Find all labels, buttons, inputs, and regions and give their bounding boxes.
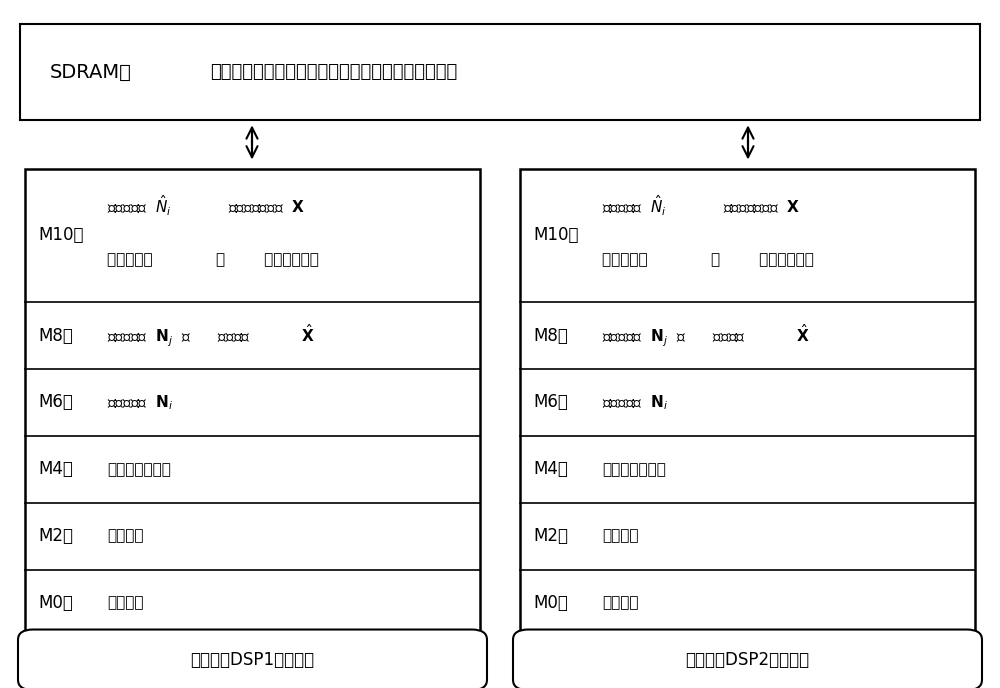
Text: M4：: M4： (38, 460, 73, 478)
Text: M10：: M10： (533, 226, 578, 244)
Text: 中心图像块  $\hat{N}_i$            边缘扩展后浮点  $\mathbf{X}$: 中心图像块 $\hat{N}_i$ 边缘扩展后浮点 $\mathbf{X}$ (602, 194, 800, 218)
Text: 全局变量: 全局变量 (602, 528, 639, 544)
Text: 的估计结果             ，        型子图像数据: 的估计结果 ， 型子图像数据 (602, 252, 814, 267)
Text: 邻域图像块  $\mathbf{N}_j$  ，      聚合结果           $\hat{\mathbf{X}}$: 邻域图像块 $\mathbf{N}_j$ ， 聚合结果 $\hat{\mathb… (602, 323, 810, 349)
Text: M0：: M0： (533, 594, 568, 612)
Text: M8：: M8： (38, 327, 73, 345)
Text: 主、从处理器待处理的子图像，及子图像的降斌结果: 主、从处理器待处理的子图像，及子图像的降斌结果 (210, 63, 457, 81)
Text: 程序代码: 程序代码 (107, 596, 144, 610)
Text: 中心图像块  $\mathbf{N}_i$: 中心图像块 $\mathbf{N}_i$ (107, 393, 173, 412)
Text: M8：: M8： (533, 327, 568, 345)
Text: 中心图像块  $\hat{N}_i$            边缘扩展后浮点  $\mathbf{X}$: 中心图像块 $\hat{N}_i$ 边缘扩展后浮点 $\mathbf{X}$ (107, 194, 305, 218)
FancyBboxPatch shape (18, 630, 487, 688)
Text: 邻域图像块  $\mathbf{N}_j$  ，      聚合结果           $\hat{\mathbf{X}}$: 邻域图像块 $\mathbf{N}_j$ ， 聚合结果 $\hat{\mathb… (107, 323, 315, 349)
Text: 的估计结果             ，        型子图像数据: 的估计结果 ， 型子图像数据 (107, 252, 319, 267)
FancyBboxPatch shape (513, 630, 982, 688)
Text: M10：: M10： (38, 226, 84, 244)
Text: M4：: M4： (533, 460, 568, 478)
Bar (520, 169, 975, 636)
Text: M2：: M2： (38, 527, 73, 545)
Text: 程序代码: 程序代码 (602, 596, 639, 610)
Bar (20, 24, 980, 120)
Text: SDRAM：: SDRAM： (50, 63, 132, 82)
Text: M6：: M6： (38, 394, 73, 411)
Text: M2：: M2： (533, 527, 568, 545)
Text: 从处理器DSP2存储空间: 从处理器DSP2存储空间 (685, 651, 810, 669)
Text: 中心图像块  $\mathbf{N}_i$: 中心图像块 $\mathbf{N}_i$ (602, 393, 668, 412)
Text: 局部变量、参数: 局部变量、参数 (107, 462, 171, 477)
Text: 局部变量、参数: 局部变量、参数 (602, 462, 666, 477)
Bar (25, 169, 480, 636)
Text: M0：: M0： (38, 594, 73, 612)
Text: 全局变量: 全局变量 (107, 528, 144, 544)
Text: M6：: M6： (533, 394, 568, 411)
Text: 主处理器DSP1存储空间: 主处理器DSP1存储空间 (190, 651, 315, 669)
